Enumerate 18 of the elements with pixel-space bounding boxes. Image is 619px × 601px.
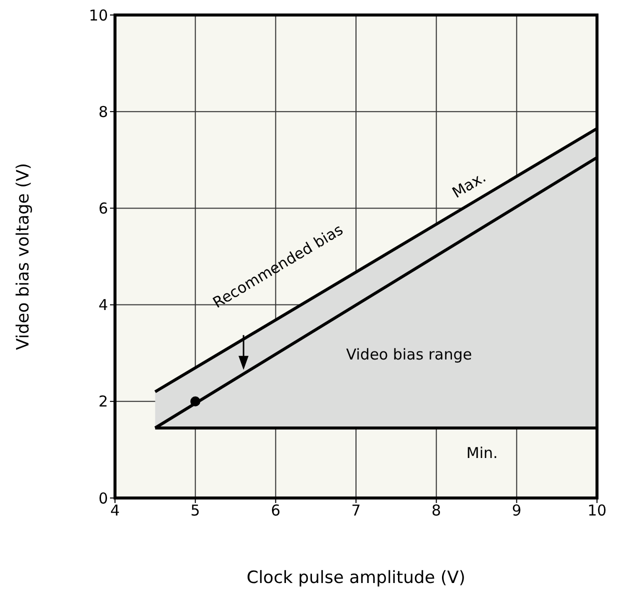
x-tick-label: 8 [432, 502, 442, 520]
y-axis-title: Video bias voltage (V) [14, 162, 34, 350]
y-tick-label: 2 [98, 392, 108, 411]
y-tick-label: 4 [98, 296, 108, 314]
x-tick-label: 10 [587, 502, 607, 520]
x-tick-label: 6 [270, 502, 280, 520]
series-label: Min. [466, 444, 498, 462]
text: Max. [449, 168, 489, 202]
x-axis-title: Clock pulse amplitude (V) [246, 568, 466, 588]
x-tick-label: 9 [512, 502, 522, 520]
x-tick-label: 4 [110, 502, 120, 520]
y-tick-label: 0 [98, 489, 108, 508]
y-tick-label: 8 [98, 102, 108, 121]
y-tick-label: 6 [98, 200, 108, 218]
annotation: Video bias range [346, 346, 472, 364]
x-tick-label: 7 [351, 502, 361, 520]
y-tick-label: 10 [88, 6, 108, 24]
x-tick-label: 5 [190, 502, 200, 520]
